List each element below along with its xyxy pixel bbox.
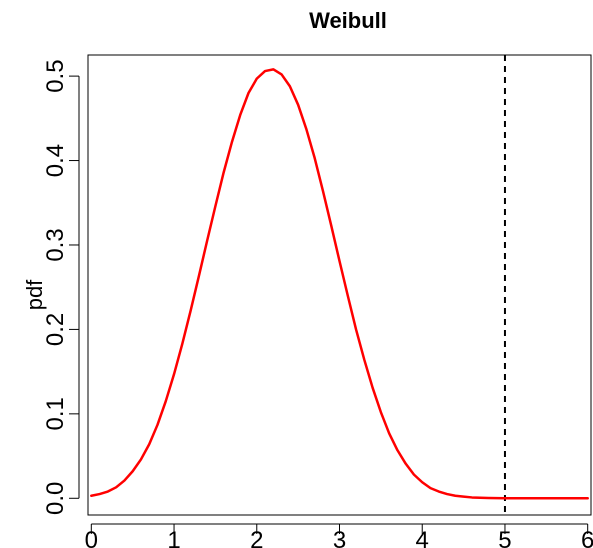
x-tick-label: 6 bbox=[581, 527, 593, 548]
x-tick-label: 5 bbox=[498, 527, 511, 548]
y-tick-label: 0.4 bbox=[42, 144, 69, 177]
y-tick-label: 0.3 bbox=[42, 228, 69, 261]
y-axis-label: pdf bbox=[22, 279, 47, 310]
y-tick-label: 0.2 bbox=[42, 313, 69, 346]
x-tick-label: 3 bbox=[333, 527, 346, 548]
plot-area-frame bbox=[88, 55, 591, 515]
y-tick-label: 0.5 bbox=[42, 59, 69, 92]
pdf-curve bbox=[91, 69, 587, 498]
x-axis: 0 1 2 3 4 5 6 bbox=[85, 524, 593, 548]
y-axis: 0.0 0.1 0.2 0.3 0.4 0.5 bbox=[42, 59, 79, 515]
y-tick-label: 0.0 bbox=[42, 482, 69, 515]
series-layer bbox=[91, 69, 587, 498]
x-tick-label: 2 bbox=[250, 527, 263, 548]
x-tick-label: 0 bbox=[85, 527, 98, 548]
y-tick-label: 0.1 bbox=[42, 397, 69, 430]
x-tick-label: 4 bbox=[416, 527, 429, 548]
chart-title: Weibull bbox=[309, 8, 387, 33]
x-tick-label: 1 bbox=[167, 527, 180, 548]
